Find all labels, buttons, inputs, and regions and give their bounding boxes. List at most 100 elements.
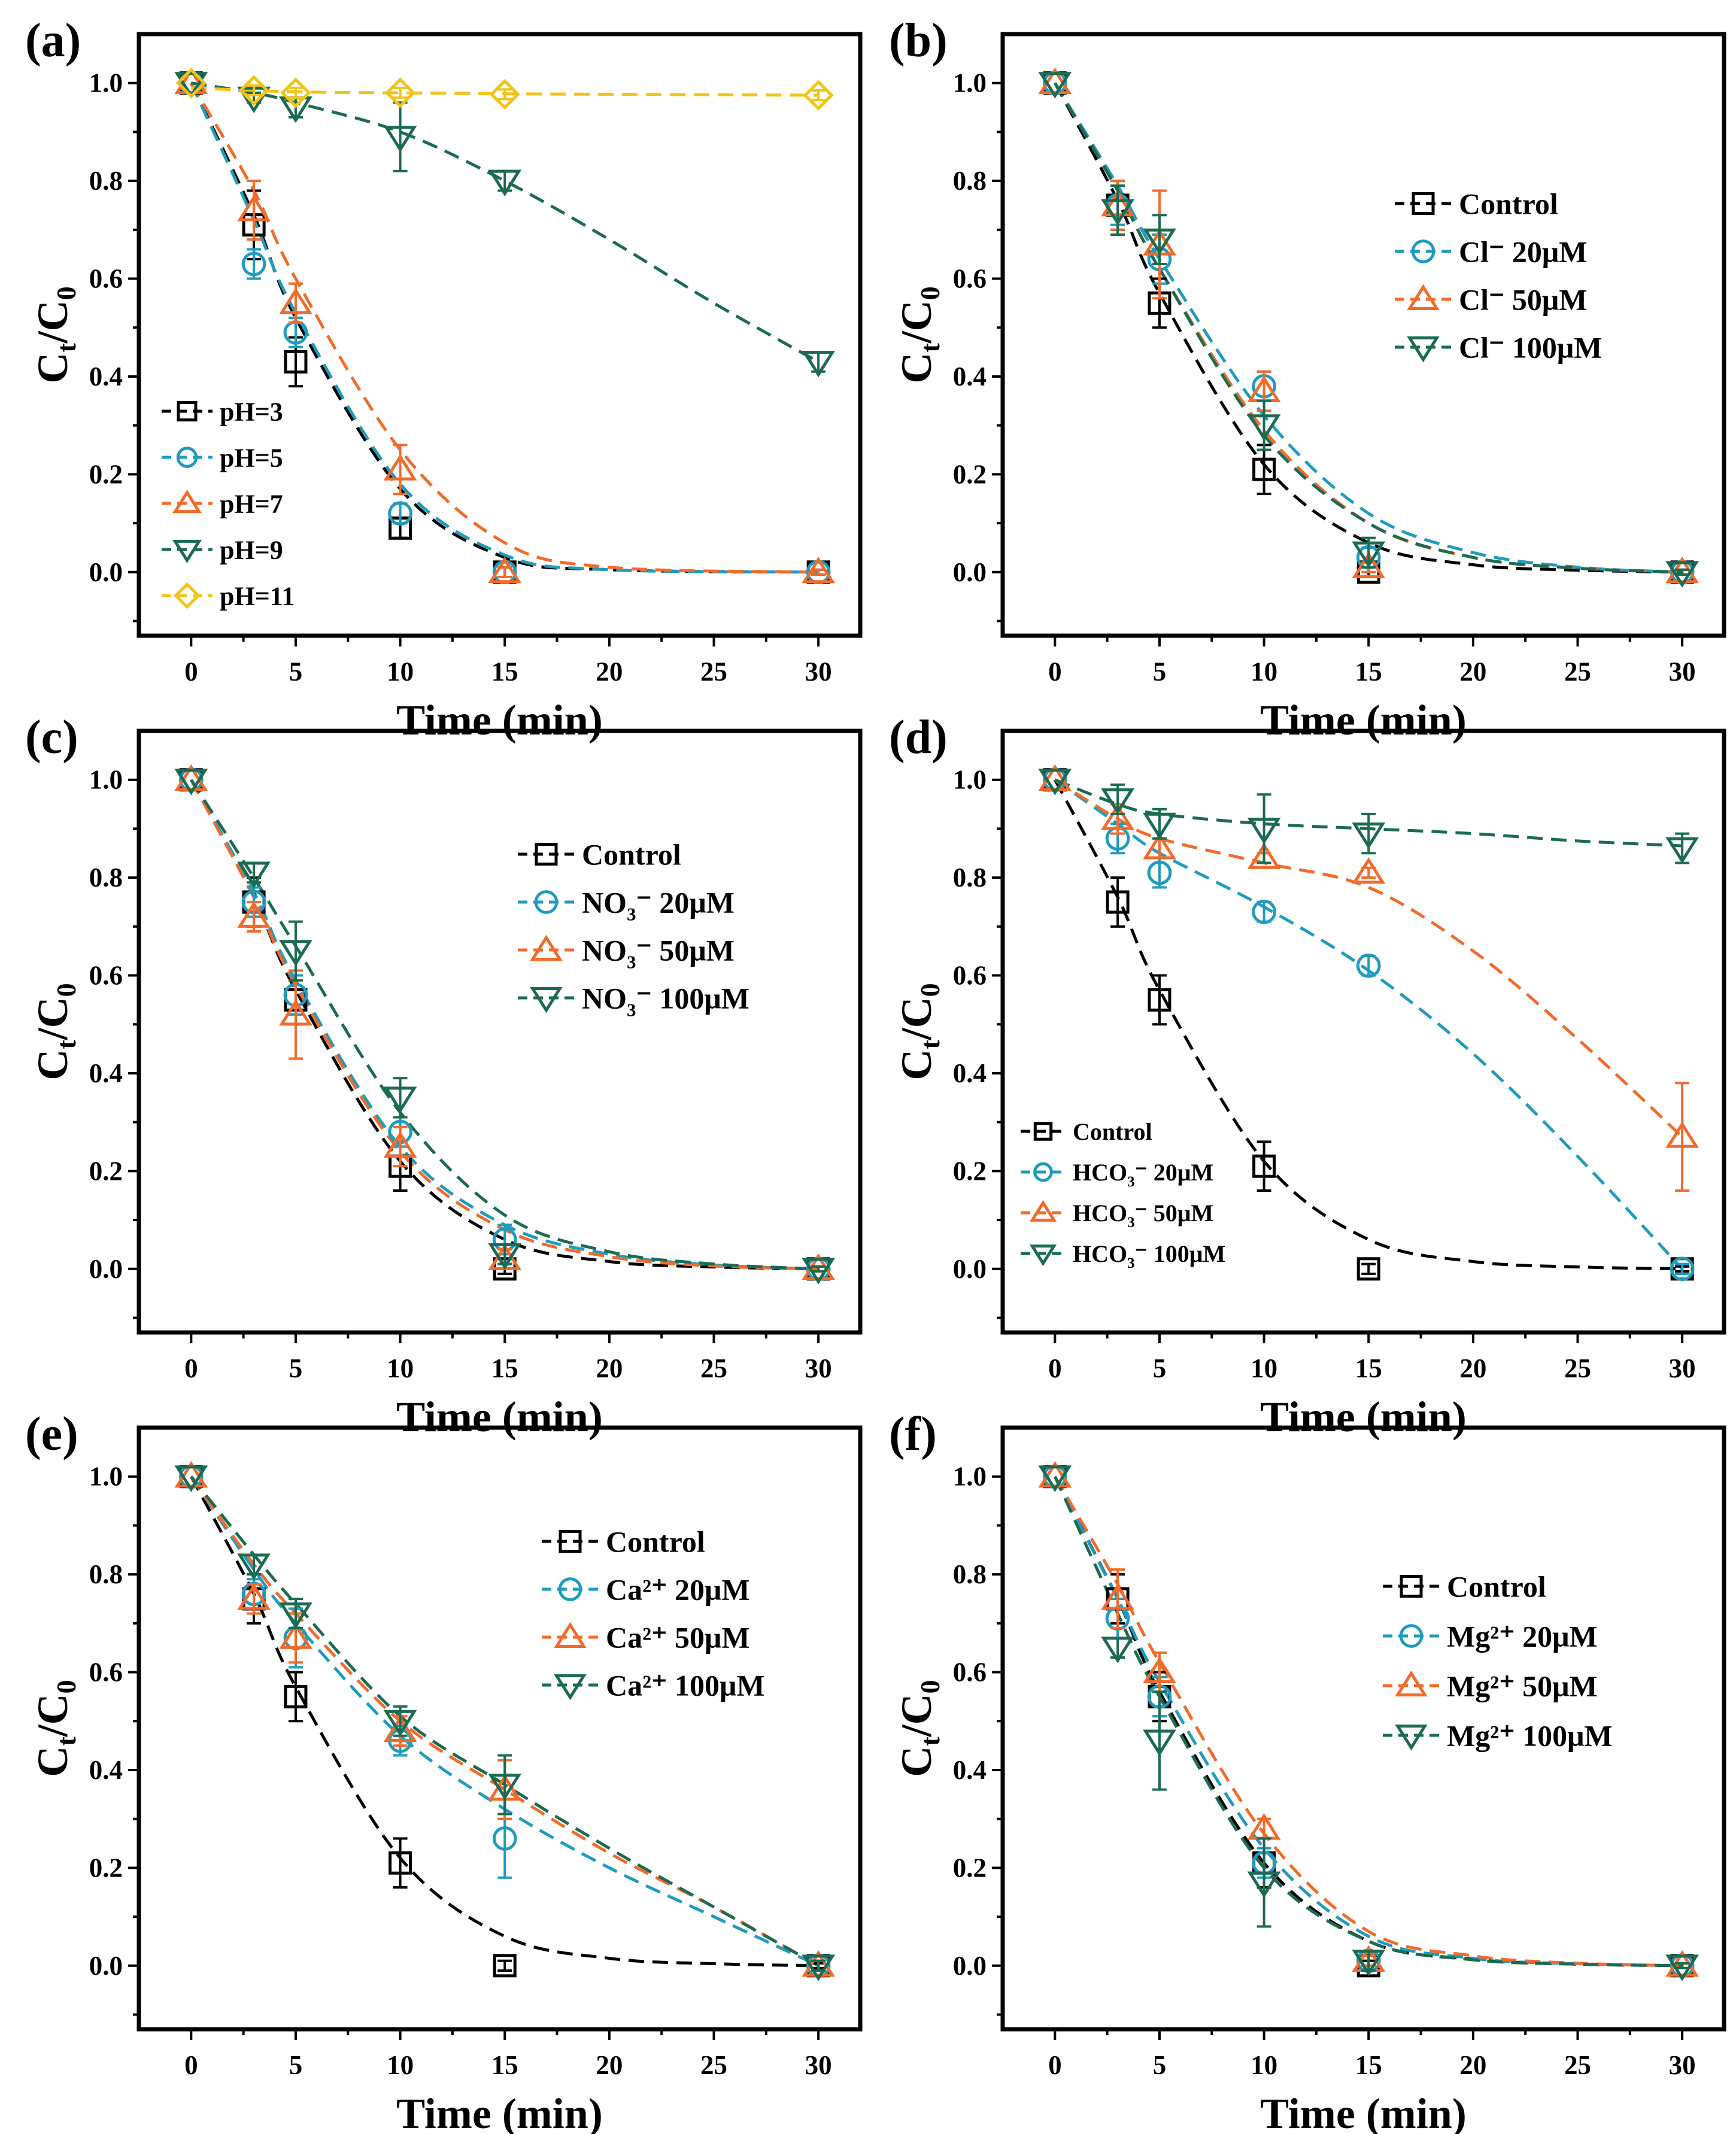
legend-label-tail: ²⁺ 50μM — [642, 1621, 749, 1655]
legend-label-main: Mg — [1447, 1719, 1490, 1753]
legend-label-e-1: Ca²⁺ 20μM — [606, 1573, 750, 1607]
x-tick-label: 25 — [700, 1353, 727, 1383]
plot-frame-b — [1000, 32, 1726, 638]
y-axis-title-main2: /C — [29, 1693, 77, 1737]
data-point-d-2-5 — [1665, 1121, 1699, 1148]
legend-label-main: Control — [1073, 1118, 1152, 1145]
fit-line-d-1 — [1054, 778, 1683, 1270]
legend-label-tail: ²⁺ 50μM — [1490, 1669, 1597, 1703]
y-axis-title-b: Ct/C0 — [893, 286, 945, 383]
fit-line-e-3 — [190, 1476, 820, 1967]
plot-frame-c — [136, 728, 863, 1335]
data-point-a-2-1 — [237, 195, 271, 221]
legend-b: Control Cl⁻ 20μM Cl⁻ 50μM Cl⁻ 100μM — [1395, 187, 1602, 365]
y-axis-title-main2: /C — [893, 1693, 940, 1737]
legend-label-sub: 3 — [1127, 1174, 1135, 1190]
x-tick-label: 0 — [184, 2050, 198, 2080]
legend-label-f-1: Mg²⁺ 20μM — [1447, 1620, 1598, 1653]
x-tick-label: 15 — [1355, 657, 1382, 687]
x-tick-label: 30 — [805, 657, 832, 687]
data-point-d-2-0 — [1038, 764, 1072, 791]
data-point-d-2-4 — [1352, 857, 1386, 884]
x-tick-label: 10 — [1251, 657, 1277, 687]
fit-line-b-1 — [1054, 82, 1683, 574]
y-tick-label: 0.8 — [953, 863, 987, 893]
x-tick-label: 0 — [184, 1353, 198, 1383]
fit-line-d-3 — [1054, 778, 1683, 848]
data-point-f-2-1 — [1101, 1583, 1135, 1610]
x-tick-label: 20 — [596, 2050, 623, 2080]
data-point-a-2-2 — [279, 287, 312, 314]
x-tick-label: 5 — [289, 1353, 303, 1383]
y-axis-title-main: C — [893, 1746, 940, 1777]
data-point-e-2-3 — [383, 1715, 417, 1743]
x-tick-label: 10 — [387, 2050, 414, 2080]
fit-line-b-0 — [1054, 82, 1683, 574]
x-tick-label: 15 — [491, 1353, 518, 1383]
legend-label-d-1: HCO3⁻ 20μM — [1073, 1159, 1213, 1190]
legend-label-main: Ca — [606, 1573, 642, 1607]
y-tick-label: 0.8 — [89, 1559, 123, 1589]
data-point-d-0-2 — [1148, 988, 1172, 1012]
fit-line-a-3 — [190, 81, 820, 363]
y-tick-label: 1.0 — [953, 1462, 987, 1492]
legend-marker-b-2 — [1407, 284, 1440, 310]
x-tick-label: 5 — [1153, 2050, 1167, 2080]
legend-label-main: HCO — [1073, 1200, 1127, 1227]
legend-label-main: NO — [582, 886, 627, 919]
legend-marker-d-0 — [1033, 1122, 1053, 1141]
data-point-f-3-3 — [1247, 1871, 1281, 1898]
legend-label-sub: 3 — [1127, 1215, 1135, 1231]
y-tick-label: 0.4 — [953, 362, 987, 391]
data-point-d-2-2 — [1143, 833, 1176, 860]
legend-label-c-1: NO3⁻ 20μM — [582, 886, 735, 925]
legend-label-main: pH=5 — [220, 443, 283, 472]
legend-label-main: Cl⁻ 100μM — [1459, 331, 1602, 365]
x-axis-title-e: Time (min) — [396, 2090, 603, 2134]
y-tick-label: 0.6 — [953, 961, 987, 991]
data-point-e-2-5 — [802, 1950, 836, 1977]
x-tick-label: 0 — [1048, 657, 1062, 687]
data-point-f-2-0 — [1038, 1461, 1072, 1488]
legend-label-b-2: Cl⁻ 50μM — [1459, 283, 1587, 317]
y-tick-label: 1.0 — [953, 765, 987, 795]
data-point-d-0-3 — [1252, 1154, 1276, 1178]
x-tick-label: 5 — [1153, 1353, 1167, 1383]
x-tick-label: 25 — [1564, 657, 1591, 687]
data-point-a-2-3 — [383, 454, 417, 481]
x-tick-label: 0 — [1048, 2050, 1062, 2080]
y-axis-title-sub2: 0 — [51, 1680, 81, 1693]
y-tick-label: 0.2 — [89, 1156, 123, 1186]
y-tick-label: 0.2 — [953, 1156, 987, 1186]
y-tick-label: 0.2 — [953, 1853, 987, 1883]
y-axis-title-sub2: 0 — [51, 983, 81, 997]
data-point-d-1-2 — [1147, 860, 1172, 885]
x-tick-label: 20 — [596, 1353, 623, 1383]
legend-marker-f-3 — [1395, 1725, 1428, 1751]
y-axis-title-main2: /C — [893, 300, 940, 344]
legend-label-b-3: Cl⁻ 100μM — [1459, 331, 1602, 365]
data-point-a-3-5 — [802, 351, 836, 378]
legend-label-d-2: HCO3⁻ 50μM — [1073, 1200, 1213, 1231]
data-point-e-3-2 — [279, 1602, 312, 1629]
y-axis-title-main2: /C — [29, 997, 77, 1040]
data-point-f-3-2 — [1143, 1729, 1176, 1756]
legend-marker-a-1 — [176, 447, 198, 468]
legend-label-main: Ca — [606, 1669, 642, 1702]
y-axis-title-main: C — [29, 1049, 77, 1080]
legend-marker-a-4 — [174, 582, 201, 609]
data-point-b-0-3 — [1252, 457, 1276, 481]
legend-marker-d-3 — [1029, 1244, 1057, 1267]
x-axis-title-d: Time (min) — [1260, 1393, 1467, 1441]
legend-label-e-3: Ca²⁺ 100μM — [606, 1669, 765, 1702]
legend-label-b-0: Control — [1459, 187, 1558, 221]
y-tick-label: 0.6 — [89, 1658, 123, 1687]
y-axis-title-sub: t — [915, 343, 945, 353]
data-point-a-2-0 — [174, 67, 208, 95]
data-point-a-4-1 — [238, 75, 269, 106]
legend-label-tail: ²⁺ 20μM — [642, 1573, 749, 1607]
data-point-b-3-0 — [1038, 72, 1072, 99]
fit-line-d-0 — [1054, 779, 1683, 1271]
data-point-c-3-2 — [279, 940, 312, 967]
